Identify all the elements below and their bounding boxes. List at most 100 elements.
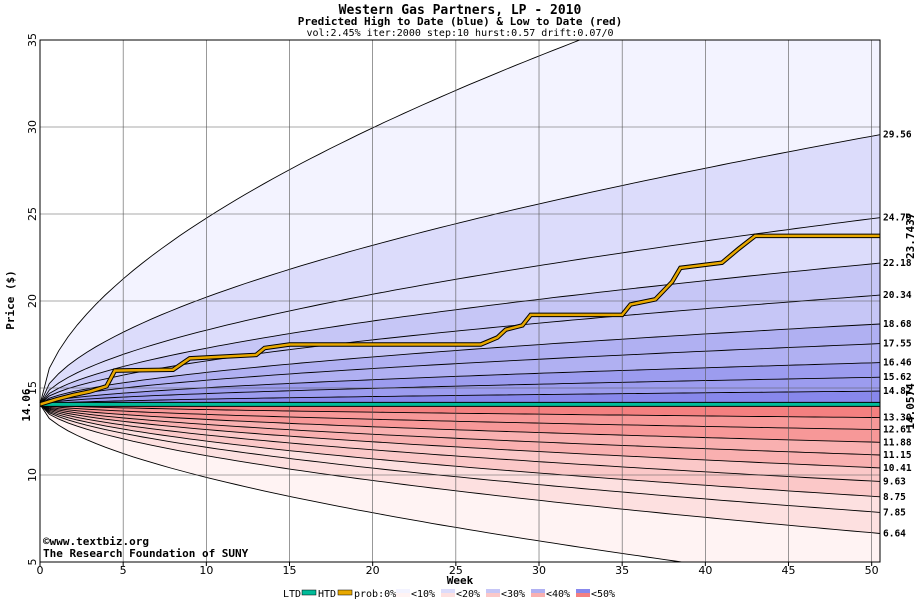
percentile-end-label: 12.61 <box>883 425 912 436</box>
percentile-curve <box>40 403 880 419</box>
high-band <box>40 40 880 405</box>
x-axis-label: Week <box>447 574 474 587</box>
percentile-end-label: 24.79 <box>883 213 912 224</box>
percentile-end-label: 7.85 <box>883 507 906 518</box>
percentile-end-label: 10.41 <box>883 463 912 474</box>
start-price-label: 14.06 <box>20 388 33 421</box>
percentile-curve <box>40 404 880 498</box>
legend: LTD HTD prob:0% <10% <20% <30% <40% <50% <box>283 589 615 600</box>
x-tick-label: 50 <box>865 564 879 577</box>
htd-value-label: 23.7437 <box>904 213 917 259</box>
legend-item-label: <30% <box>501 589 525 600</box>
legend-swatch-red <box>396 593 410 597</box>
series <box>39 233 880 407</box>
legend-item-label: <20% <box>456 589 480 600</box>
percentile-curve <box>40 403 880 443</box>
chart-title: Western Gas Partners, LP - 2010 <box>339 3 582 18</box>
y-axis-label: Price ($) <box>4 270 17 330</box>
legend-htd-swatch <box>337 589 353 596</box>
percentile-end-label: 13.30 <box>883 413 912 424</box>
chart-params: vol:2.45% iter:2000 step:10 hurst:0.57 d… <box>306 28 613 39</box>
high-band <box>40 263 880 405</box>
labels: 29.56 24.79 22.18 20.34 18.68 17.55 16.46 15.62… <box>883 130 912 540</box>
x-tick-label: 15 <box>283 564 297 577</box>
percentile-end-label: 14.82 <box>883 386 912 397</box>
legend-swatch-red <box>441 593 455 597</box>
percentile-end-label: 22.18 <box>883 258 912 269</box>
percentile-end-label: 6.64 <box>883 528 906 539</box>
high-band <box>40 391 880 405</box>
low-band <box>40 404 880 534</box>
legend-ltd-swatch <box>301 589 317 596</box>
x-tick-label: 20 <box>366 564 380 577</box>
percentile-curve <box>40 376 880 405</box>
legend-htd-label: HTD <box>318 589 336 600</box>
y-tick-label: 20 <box>26 294 39 308</box>
high-band <box>40 324 880 405</box>
x-tick-label: 25 <box>449 564 463 577</box>
legend-swatch-blue <box>441 589 455 593</box>
legend-item-label: <40% <box>546 589 570 600</box>
plot-frame <box>39 39 881 563</box>
percentile-curve <box>40 404 880 482</box>
x-tick-label: 5 <box>120 564 127 577</box>
footer-copyright: ©www.textbiz.org <box>43 535 149 548</box>
high-band <box>40 362 880 405</box>
percentile-curve <box>40 404 880 534</box>
percentile-end-label: 17.55 <box>883 339 912 350</box>
legend-swatch-blue <box>486 589 500 593</box>
percentile-curve <box>40 217 880 405</box>
percentile-curve <box>40 404 880 469</box>
percentile-end-label: 11.15 <box>883 450 912 461</box>
legend-swatch-red <box>486 593 500 597</box>
legend-ltd-label: LTD <box>283 589 301 600</box>
percentile-end-label: 29.56 <box>883 130 912 141</box>
percentile-curve <box>40 343 880 405</box>
legend-swatch-blue <box>576 589 590 593</box>
high-band <box>40 217 880 405</box>
x-tick-label: 0 <box>37 564 44 577</box>
low-band <box>40 404 880 562</box>
percentile-curve <box>40 403 880 456</box>
legend-swatch-blue <box>396 589 410 593</box>
legend-item-label: <10% <box>411 589 435 600</box>
percentile-curve <box>40 134 880 405</box>
percentile-curve <box>40 390 880 405</box>
x-tick-label: 35 <box>615 564 629 577</box>
htd-line <box>39 234 880 406</box>
y-tick-label: 35 <box>26 33 39 47</box>
percentile-curve <box>40 403 880 431</box>
legend-prob-label: prob:0% <box>354 589 396 600</box>
low-band <box>40 404 880 443</box>
percentile-end-label: 20.34 <box>883 290 912 301</box>
low-band <box>40 404 880 513</box>
plot-area <box>40 40 880 562</box>
ltd-value-label: 14.0574 <box>904 383 917 430</box>
percentile-curve <box>40 323 880 405</box>
high-band <box>40 377 880 405</box>
y-tick-label: 5 <box>26 559 39 566</box>
low-band <box>40 404 880 482</box>
percentile-curve <box>40 40 581 405</box>
percentile-end-label: 9.63 <box>883 476 906 487</box>
percentile-curve <box>40 262 880 405</box>
legend-swatch-red <box>531 593 545 597</box>
high-band <box>40 343 880 405</box>
x-tick-label: 45 <box>782 564 796 577</box>
y-tick-label: 30 <box>26 120 39 134</box>
percentile-lines <box>40 40 880 562</box>
percentile-end-label: 11.88 <box>883 437 912 448</box>
legend-swatch-red <box>576 593 590 597</box>
percentile-end-label: 16.46 <box>883 358 912 369</box>
low-band <box>40 404 880 497</box>
legend-swatch-blue <box>531 589 545 593</box>
legend-item-label: <50% <box>591 589 615 600</box>
high-band <box>40 134 880 405</box>
x-tick-label: 30 <box>532 564 546 577</box>
low-band <box>40 404 880 468</box>
footer-org: The Research Foundation of SUNY <box>43 547 249 560</box>
chart-subtitle: Predicted High to Date (blue) & Low to D… <box>298 15 623 28</box>
x-tick-label: 10 <box>199 564 213 577</box>
